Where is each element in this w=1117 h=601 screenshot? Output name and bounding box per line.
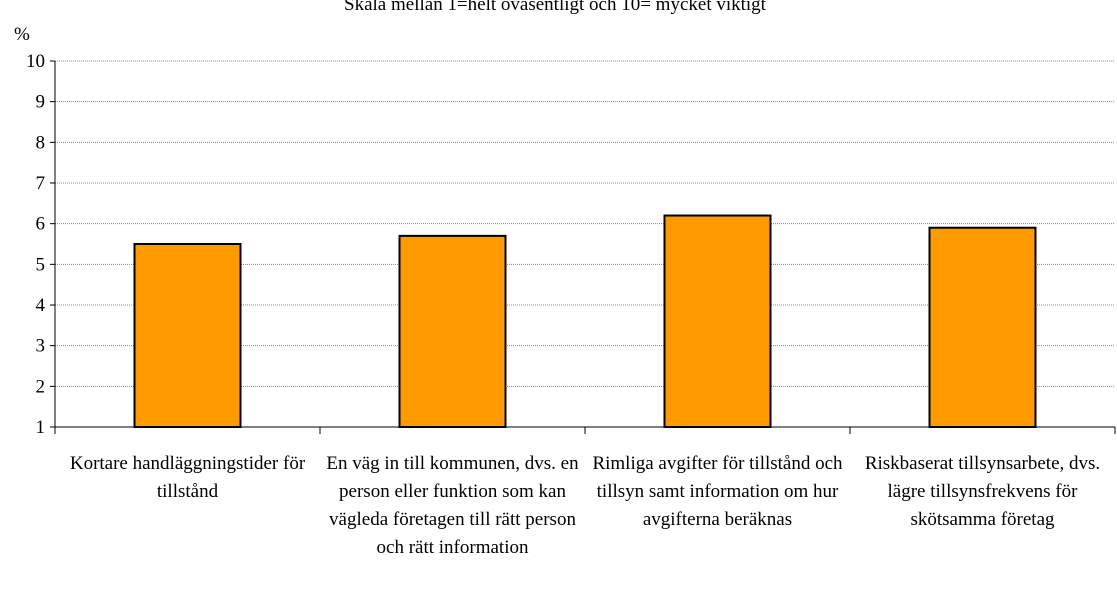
y-tick-label: 7: [36, 173, 46, 194]
y-axis-label: %: [14, 24, 30, 45]
bar: [133, 243, 242, 428]
x-tick-label: Riskbaserat tillsynsarbete, dvs. lägre t…: [864, 453, 1101, 530]
y-tick-label: 1: [36, 417, 46, 438]
bar: [928, 226, 1037, 428]
bar: [663, 214, 772, 428]
y-tick-label: 6: [36, 214, 46, 235]
y-tick-label: 8: [36, 132, 46, 153]
y-tick-label: 2: [36, 376, 46, 397]
y-tick-label: 10: [26, 51, 45, 72]
chart-title: Skala mellan 1=helt oväsentligt och 10= …: [344, 0, 767, 15]
x-tick-label: Kortare handläggningstider för tillstånd: [69, 453, 306, 502]
bar: [398, 234, 507, 428]
y-tick-label: 5: [36, 254, 46, 275]
x-tick-label: Rimliga avgifter för tillstånd och tills…: [592, 453, 843, 530]
x-tick-label: En väg in till kommunen, dvs. en person …: [326, 453, 579, 558]
y-tick-label: 9: [36, 92, 46, 113]
y-tick-label: 3: [36, 336, 46, 357]
y-tick-label: 4: [36, 295, 46, 316]
